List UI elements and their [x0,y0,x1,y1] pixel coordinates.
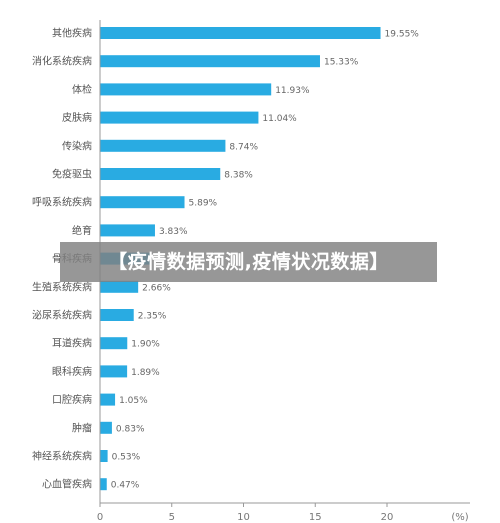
value-label: 1.05% [119,396,148,406]
bar [100,478,107,491]
category-label: 绝育 [72,224,92,237]
bar [100,139,226,152]
bar [100,168,221,180]
x-unit-label: (%) [451,512,468,523]
bar [100,393,116,406]
value-label: 0.53% [112,453,141,463]
value-label: 15.33% [324,58,359,68]
x-tick-label: 5 [169,512,175,523]
category-label: 泌尿系统疾病 [32,309,92,322]
value-label: 11.93% [275,86,310,96]
value-label: 0.47% [111,481,140,491]
bar [100,27,381,39]
category-label: 肿瘤 [72,421,92,434]
value-label: 8.74% [229,142,258,152]
value-label: 19.55% [385,30,420,40]
x-tick-label: 10 [237,512,250,523]
category-label: 传染病 [62,139,92,152]
bar [100,55,320,68]
category-label: 心血管疾病 [42,478,92,491]
category-label: 呼吸系统疾病 [32,196,92,209]
category-label: 生殖系统疾病 [32,280,92,293]
value-label: 3.83% [159,227,188,237]
overlay-title-banner: 【疫情数据预测,疫情状况数据】 [60,242,437,282]
value-label: 5.89% [189,199,218,209]
value-label: 8.38% [224,171,253,181]
bar [100,421,112,434]
bar [100,111,259,124]
bar [100,309,134,321]
category-label: 体检 [72,83,92,96]
value-label: 2.66% [142,283,171,293]
value-label: 1.90% [131,340,160,350]
bar [100,450,108,462]
category-label: 耳道疾病 [52,337,92,350]
category-label: 口腔疾病 [52,393,92,406]
value-label: 11.04% [262,114,297,124]
value-label: 0.83% [116,424,145,434]
bar [100,280,139,293]
category-label: 其他疾病 [52,27,92,40]
category-label: 眼科疾病 [52,365,92,378]
category-label: 神经系统疾病 [32,450,92,463]
value-label: 1.89% [131,368,160,378]
category-label: 免疫驱虫 [52,168,92,181]
value-label: 2.35% [138,312,167,322]
bar [100,337,128,350]
category-label: 消化系统疾病 [32,55,92,68]
bar [100,224,155,237]
bar [100,83,272,96]
x-tick-label: 20 [381,512,394,523]
x-tick-label: 0 [97,512,103,523]
x-tick-label: 15 [309,512,322,523]
category-label: 皮肤病 [62,111,92,124]
bar [100,196,185,209]
bar [100,365,128,378]
